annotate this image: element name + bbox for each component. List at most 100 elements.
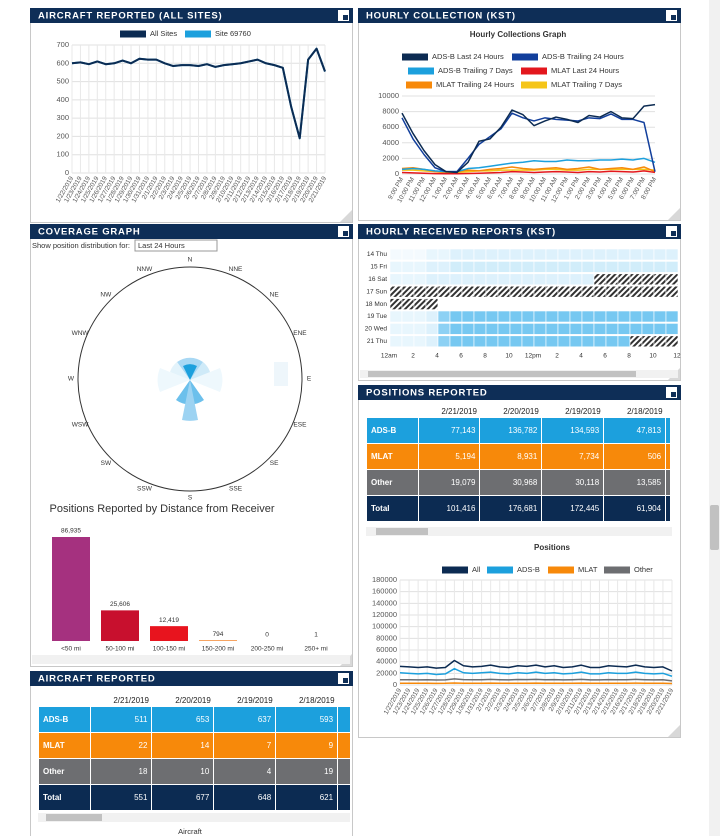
heatmap-cell: [473, 335, 487, 348]
bar-value-label: 25,606: [110, 601, 130, 608]
heatmap-cell: [617, 273, 631, 286]
table-row: Total551677648621203: [38, 784, 350, 811]
line-series: [399, 659, 673, 672]
table-cell: 22: [89, 732, 153, 759]
heatmap-x-label: 2: [555, 353, 559, 360]
heatmap-cell: [593, 248, 607, 261]
legend-swatch: [408, 67, 434, 75]
heatmap-cell: [509, 285, 523, 298]
legend-swatch: [406, 81, 432, 89]
heatmap-cell: [665, 335, 678, 348]
heatmap-cell: [665, 323, 678, 335]
heatmap-cell: [629, 335, 643, 348]
polar-circle: [77, 266, 303, 492]
heatmap-cell: [437, 285, 451, 298]
heatmap-cell: [437, 335, 451, 348]
legend-swatch: [521, 81, 547, 89]
heatmap-cell: [581, 298, 595, 310]
heatmap-cell: [557, 285, 571, 298]
heatmap-cell: [521, 323, 535, 335]
compass-label: SSE: [229, 486, 243, 493]
y-tick-label: 0: [393, 680, 397, 689]
heatmap-cell: [401, 335, 415, 348]
heatmap-cell: [473, 285, 487, 298]
heatmap-cell: [401, 261, 415, 273]
heatmap-cell: [665, 261, 678, 273]
line-series: [401, 166, 656, 174]
y-tick-label: 180000: [372, 575, 397, 584]
panel-header: [358, 385, 681, 400]
column-header: 2/19/2019: [541, 405, 604, 418]
row-label: MLAT: [38, 732, 91, 759]
heatmap-cell: [461, 261, 475, 273]
table-cell: 172,445: [541, 495, 605, 522]
heatmap-cell: [437, 298, 451, 310]
heatmap-cell: [509, 310, 523, 323]
column-header: 2/21/2019: [90, 694, 152, 707]
panel-header: [30, 224, 353, 239]
panel-header: [358, 8, 681, 23]
panel-title: AIRCRAFT REPORTED (ALL SITES): [38, 11, 223, 22]
heatmap-cell: [605, 310, 619, 323]
heatmap-cell: [605, 335, 619, 348]
page-scrollbar[interactable]: [709, 0, 720, 836]
heatmap-cell: [581, 285, 595, 298]
table-cell: 1: [337, 732, 350, 759]
bar-value-label: 794: [213, 631, 224, 638]
filter-select[interactable]: [134, 239, 218, 252]
legend-label: Site 69760: [215, 29, 251, 38]
coverage-wedge: [190, 368, 223, 392]
column-header: 2/18/2019: [275, 694, 338, 707]
heatmap-cell: [653, 335, 667, 348]
y-tick-label: 500: [56, 77, 69, 86]
heatmap-cell: [521, 310, 535, 323]
legend-swatch: [604, 566, 630, 574]
legend-swatch: [442, 566, 468, 574]
scroll-thumb[interactable]: [46, 814, 102, 821]
bar-category-label: 100-150 mi: [153, 646, 186, 653]
heatmap-cell: [521, 335, 535, 348]
column-header: 2/21/2019: [418, 405, 480, 418]
panel-frame: [30, 8, 353, 223]
heatmap-cell: [641, 310, 655, 323]
y-tick-label: 700: [56, 40, 69, 49]
heatmap-cell: [449, 285, 463, 298]
heatmap-cell: [389, 285, 403, 298]
scroll-thumb[interactable]: [368, 371, 636, 377]
heatmap-cell: [497, 323, 511, 335]
heatmap-cell: [473, 248, 487, 261]
heatmap-cell: [593, 298, 607, 310]
heatmap-cell: [629, 285, 643, 298]
heatmap-cell: [437, 273, 451, 286]
legend-label: All Sites: [150, 29, 177, 38]
heatmap-cell: [569, 298, 583, 310]
heatmap-cell: [581, 273, 595, 286]
y-tick-label: 10000: [378, 91, 399, 100]
line-series: [399, 667, 673, 677]
heatmap-cell: [485, 273, 499, 286]
page-scroll-thumb[interactable]: [710, 505, 719, 550]
panel-menu-icon-inner: [671, 392, 676, 397]
heatmap-row-label: 16 Sat: [368, 276, 387, 283]
data-table: 2/21/20192/20/20192/19/20192/18/20192/17…: [38, 694, 350, 811]
heatmap-cell: [413, 298, 427, 310]
heatmap-cell: [413, 285, 427, 298]
heatmap-cell: [557, 310, 571, 323]
panel-header: [30, 671, 353, 686]
heatmap-x-label: 12am: [381, 353, 397, 360]
heatmap-cell: [557, 261, 571, 273]
bar-value-label: 12,419: [159, 617, 179, 624]
panel-title: HOURLY COLLECTION (KST): [366, 11, 516, 22]
line-series: [71, 47, 326, 140]
heatmap-cell: [557, 298, 571, 310]
y-tick-label: 60000: [376, 645, 397, 654]
panel-menu-icon-inner: [343, 15, 348, 20]
heatmap-cell: [485, 323, 499, 335]
heatmap-cell: [497, 261, 511, 273]
y-tick-label: 2000: [382, 153, 399, 162]
scroll-thumb[interactable]: [376, 528, 428, 535]
heatmap-cell: [569, 323, 583, 335]
heatmap-cell: [485, 310, 499, 323]
